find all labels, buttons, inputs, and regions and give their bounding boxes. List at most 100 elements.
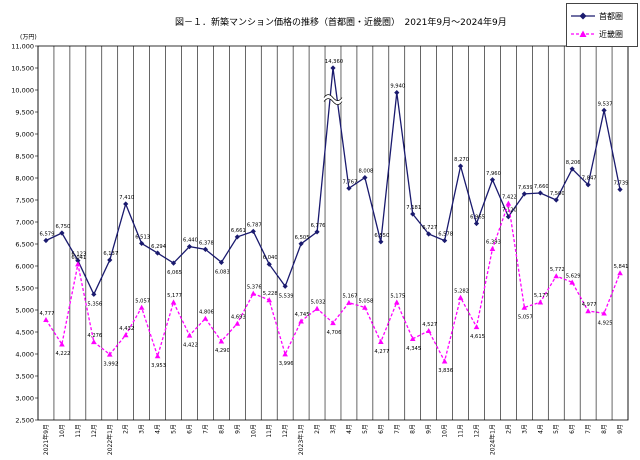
data-label-kinki: 3,992 xyxy=(103,361,118,367)
legend: 首都圏 近畿圏 xyxy=(566,3,638,47)
y-tick-label: 5,500 xyxy=(15,285,34,293)
data-point-kinki xyxy=(489,245,496,251)
data-label-kinki: 4,290 xyxy=(215,348,230,354)
data-point-shutoken xyxy=(521,191,527,197)
x-tick-label: 3月 xyxy=(330,424,337,434)
data-point-kinki xyxy=(298,318,304,324)
data-label-kinki: 5,376 xyxy=(247,284,262,290)
data-point-kinki xyxy=(202,315,209,321)
data-point-shutoken xyxy=(362,175,368,181)
data-label-shutoken: 6,083 xyxy=(215,269,230,275)
y-tick-label: 10,000 xyxy=(11,87,34,95)
data-point-shutoken xyxy=(314,229,320,235)
x-tick-label: 7月 xyxy=(202,424,209,434)
data-point-kinki xyxy=(250,290,257,296)
data-label-shutoken: 6,787 xyxy=(247,222,262,228)
data-point-kinki xyxy=(601,310,607,316)
data-label-shutoken: 6,727 xyxy=(422,225,437,231)
data-label-shutoken: 7,660 xyxy=(534,184,549,190)
legend-label-kinki: 近畿圏 xyxy=(599,30,623,39)
data-label-shutoken: 5,356 xyxy=(87,301,102,307)
data-label-shutoken: 6,378 xyxy=(199,240,214,246)
data-point-kinki xyxy=(218,338,225,344)
y-tick-label: 10,500 xyxy=(11,65,34,73)
data-label-kinki: 5,772 xyxy=(550,267,565,273)
data-label-kinki: 4,222 xyxy=(55,351,70,357)
data-point-shutoken xyxy=(346,185,352,191)
data-label-kinki: 6,041 xyxy=(71,255,86,261)
x-tick-label: 11月 xyxy=(458,424,465,438)
x-tick-label: 4月 xyxy=(155,424,162,434)
data-point-kinki xyxy=(409,336,416,342)
data-label-shutoken: 8,270 xyxy=(454,157,469,163)
data-label-shutoken: 6,040 xyxy=(263,255,278,261)
x-tick-label: 6月 xyxy=(378,424,385,434)
data-label-shutoken: 9,537 xyxy=(598,101,613,107)
data-label-kinki: 5,057 xyxy=(135,298,150,304)
data-point-kinki xyxy=(91,339,97,345)
data-point-kinki xyxy=(282,351,288,357)
data-label-kinki: 4,977 xyxy=(582,302,597,308)
data-point-shutoken xyxy=(107,257,113,263)
data-point-kinki xyxy=(425,328,432,334)
data-point-shutoken xyxy=(186,244,193,250)
axis-break-line xyxy=(323,94,343,101)
data-point-kinki xyxy=(106,351,113,357)
x-tick-label: 5月 xyxy=(171,424,178,434)
y-tick-label: 4,500 xyxy=(15,329,34,337)
y-tick-label: 6,000 xyxy=(15,263,34,271)
data-label-shutoken: 7,639 xyxy=(518,185,533,191)
data-point-kinki xyxy=(393,299,400,305)
x-tick-label: 2月 xyxy=(505,424,512,434)
data-label-shutoken: 7,960 xyxy=(486,171,501,177)
data-label-shutoken: 7,847 xyxy=(582,176,597,182)
data-point-shutoken xyxy=(170,260,177,266)
data-label-shutoken: 7,410 xyxy=(119,195,134,201)
legend-item-kinki: 近畿圏 xyxy=(571,28,635,40)
x-tick-label: 7月 xyxy=(585,424,592,434)
data-point-shutoken xyxy=(553,197,559,203)
data-label-shutoken: 6,965 xyxy=(470,215,485,221)
data-point-kinki xyxy=(457,294,464,300)
data-point-shutoken xyxy=(410,211,416,217)
data-point-shutoken xyxy=(569,166,575,172)
data-point-kinki xyxy=(170,299,177,305)
x-tick-label: 12月 xyxy=(282,424,289,438)
data-label-shutoken: 6,579 xyxy=(40,232,55,238)
data-label-kinki: 5,282 xyxy=(454,289,469,295)
data-label-kinki: 6,393 xyxy=(486,240,501,246)
data-point-kinki xyxy=(505,200,512,206)
data-point-shutoken xyxy=(601,107,607,113)
data-point-shutoken xyxy=(250,228,256,234)
data-point-shutoken xyxy=(378,239,384,245)
data-point-shutoken xyxy=(218,259,224,265)
data-point-kinki xyxy=(266,297,273,303)
data-label-kinki: 4,276 xyxy=(87,333,102,339)
data-point-shutoken xyxy=(330,65,336,71)
data-point-kinki xyxy=(43,317,49,323)
data-label-kinki: 4,777 xyxy=(40,311,55,317)
data-label-shutoken: 6,776 xyxy=(311,223,326,229)
data-label-shutoken: 6,123 xyxy=(71,252,86,258)
data-label-kinki: 5,057 xyxy=(518,314,533,320)
x-tick-label: 5月 xyxy=(362,424,369,434)
x-tick-label: 6月 xyxy=(186,424,193,434)
data-point-shutoken xyxy=(43,237,49,244)
data-point-shutoken xyxy=(298,241,304,247)
data-label-kinki: 4,806 xyxy=(199,310,214,316)
x-tick-label: 2022年1月 xyxy=(106,424,114,455)
data-point-kinki xyxy=(346,299,352,305)
data-label-kinki: 4,422 xyxy=(183,342,198,348)
x-tick-label: 3月 xyxy=(521,424,528,434)
data-point-shutoken xyxy=(139,240,145,247)
data-point-shutoken xyxy=(585,182,591,188)
data-point-kinki xyxy=(617,270,623,276)
data-point-shutoken xyxy=(505,214,512,220)
legend-swatch-shutoken xyxy=(571,12,595,20)
data-point-shutoken xyxy=(426,231,432,237)
data-label-shutoken: 8,206 xyxy=(566,160,581,166)
data-point-kinki xyxy=(330,320,336,326)
y-tick-label: 5,000 xyxy=(15,307,34,315)
x-tick-label: 2024年1月 xyxy=(488,424,496,455)
data-point-shutoken xyxy=(394,90,400,96)
